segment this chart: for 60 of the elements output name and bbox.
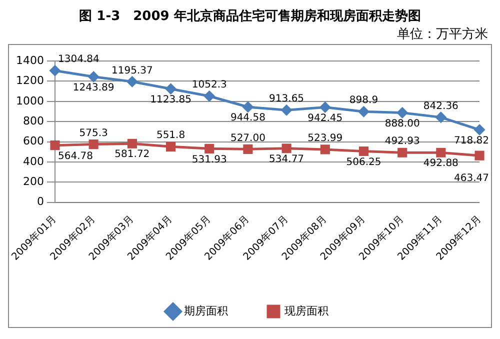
data-label: 527.00 [230,132,266,144]
data-label: 842.36 [423,100,458,112]
point [127,138,137,148]
y-tick-label: 600 [22,134,44,148]
y-tick-label: 0 [36,195,44,208]
data-label: 575.3 [79,128,108,139]
data-label: 1243.89 [72,82,114,94]
point [320,144,330,154]
data-label: 463.47 [454,173,490,184]
point [320,102,330,112]
y-tick-label: 800 [22,114,44,128]
data-label: 888.00 [384,118,420,130]
legend-label: 期房面积 [184,304,228,318]
point [88,72,99,82]
point [242,102,254,112]
data-label: 913.65 [269,94,304,105]
data-label: 581.72 [114,149,150,160]
point [281,104,292,116]
data-label: 718.82 [454,135,490,146]
y-tick-label: 1200 [16,74,44,88]
legend-label: 现房面积 [284,304,328,318]
data-label: 506.25 [346,156,382,168]
data-label: 898.9 [349,95,378,106]
point [358,106,369,117]
chart-subtitle: 单位：万平方米 [396,26,489,44]
data-label: 1052.3 [192,80,227,91]
data-label: 1195.37 [112,65,153,76]
point [204,144,214,154]
data-label: 492.88 [423,158,458,170]
point [50,140,60,150]
y-tick-label: 1400 [16,54,44,67]
y-tick-label: 1000 [16,94,44,108]
point [436,112,446,123]
data-label: 531.93 [192,154,227,166]
chart-title: 图 1-3 2009 年北京商品住宅可售期房和现房面积走势图 [78,8,422,26]
point [243,144,253,154]
data-label: 551.8 [156,130,186,142]
data-label: 534.77 [269,154,304,165]
point [166,142,176,152]
data-label: 492.93 [384,136,420,148]
point [126,76,138,87]
point [474,124,485,136]
point [397,107,408,118]
data-label: 564.78 [58,150,93,162]
point [204,90,215,102]
data-label: 1123.85 [150,94,192,106]
data-label: 523.99 [308,133,343,144]
point [474,150,484,160]
point [282,144,292,154]
point [398,148,408,158]
point [88,139,98,150]
y-tick-label: 400 [22,154,44,168]
data-label: 942.45 [308,112,343,124]
y-tick-label: 200 [22,175,44,188]
point [166,84,176,94]
data-label: 944.58 [230,112,266,124]
data-label: 1304.84 [58,54,100,66]
point [358,146,369,156]
point [50,65,60,76]
point [436,148,446,158]
